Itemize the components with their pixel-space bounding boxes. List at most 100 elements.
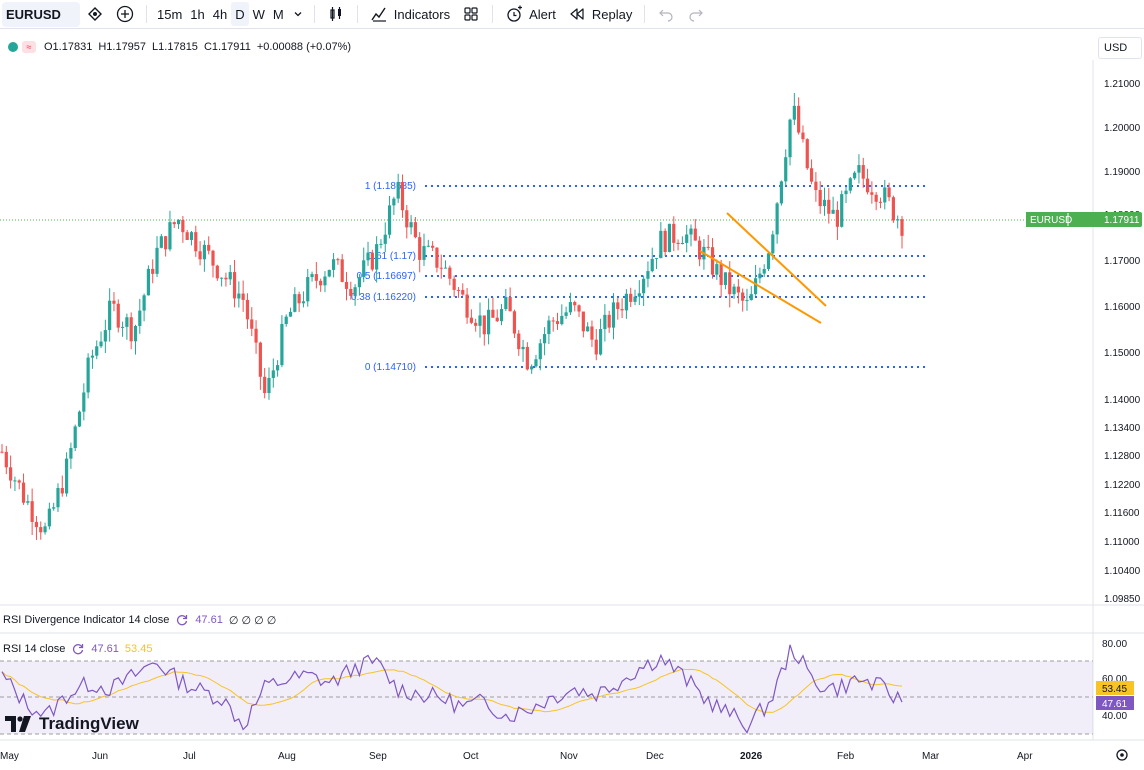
price-tick: 1.15000 [1104, 348, 1141, 359]
candle-body [620, 309, 624, 311]
time-axis[interactable]: May Jun Jul Aug Sep Oct Nov Dec 2026 Feb… [0, 751, 1033, 762]
candle-body [672, 223, 676, 243]
redo-button[interactable] [681, 0, 711, 28]
layouts-button[interactable] [456, 0, 486, 28]
undo-button[interactable] [651, 0, 681, 28]
symbol-search[interactable]: EURUSD [2, 1, 80, 27]
fib-label-0: 0 (1.14710) [365, 362, 416, 373]
refresh-icon[interactable] [175, 613, 189, 627]
candle-body [250, 319, 254, 329]
candle-body [840, 194, 844, 227]
candle-body [504, 296, 508, 310]
candle-body [185, 232, 189, 240]
timeframe-15m[interactable]: 15m [157, 6, 183, 22]
candle-body [129, 317, 133, 342]
candle-body [784, 157, 788, 182]
candle-body [254, 328, 258, 343]
alert-button[interactable]: Alert [499, 0, 562, 28]
time-label-oct: Oct [463, 751, 479, 762]
indicators-label: Indicators [393, 6, 451, 22]
refresh-icon[interactable] [71, 642, 85, 656]
candle-body [237, 293, 241, 299]
data-delay-icon[interactable]: ≈ [22, 41, 36, 53]
time-label-apr: Apr [1017, 751, 1033, 762]
candle-body [676, 242, 680, 244]
time-label-dec: Dec [646, 751, 664, 762]
candle-body [155, 247, 159, 274]
candle-body [181, 219, 185, 233]
candle-body [164, 236, 168, 250]
candle-body [47, 508, 51, 527]
compare-symbol-button[interactable] [80, 0, 110, 28]
price-tick: 1.19000 [1104, 167, 1141, 178]
chart-type-button[interactable] [321, 0, 351, 28]
candle-body [176, 219, 181, 225]
candle-body [26, 501, 30, 503]
price-tick: 1.14000 [1104, 395, 1141, 406]
candle-body [336, 259, 340, 261]
price-axis[interactable]: 1.210001.200001.190001.180001.170001.160… [1104, 79, 1141, 605]
candle-body [146, 268, 151, 296]
candle-body [857, 165, 861, 173]
candle-body [616, 302, 620, 310]
replay-label: Replay [591, 6, 633, 22]
price-tick: 1.13400 [1104, 423, 1141, 434]
candle-body [198, 251, 202, 260]
rsi-ma-value: 53.45 [124, 643, 153, 655]
candle-body [771, 234, 775, 254]
rsi-value-badge-text: 47.61 [1102, 699, 1127, 710]
timeframe-1h[interactable]: 1h [190, 6, 205, 22]
rsi-ma-badge [1096, 681, 1134, 695]
time-label-sep: Sep [369, 751, 387, 762]
candle-body [349, 288, 353, 296]
candle-body [224, 277, 228, 280]
chevron-down-icon [294, 12, 302, 17]
candle-body [271, 370, 275, 378]
timeframe-w[interactable]: W [252, 6, 265, 22]
candle-body [611, 302, 616, 328]
indicators-button[interactable]: Indicators [364, 0, 456, 28]
price-tick: 1.12800 [1104, 451, 1141, 462]
candle-body [90, 355, 95, 358]
candle-body [801, 132, 805, 140]
candle-body [448, 267, 452, 279]
candle-body [637, 293, 641, 297]
toolbar-divider [492, 5, 494, 23]
candle-body [577, 305, 581, 312]
candle-body [267, 377, 271, 394]
candle-body [629, 293, 633, 302]
candle-body [482, 315, 486, 335]
timeframe-d[interactable]: D [231, 2, 249, 26]
candle-body [301, 301, 306, 304]
compare-icon [88, 7, 102, 21]
candle-body [685, 234, 689, 243]
timeframe-dropdown[interactable] [288, 0, 308, 28]
rsi-value: 47.61 [91, 643, 119, 655]
candle-body [844, 190, 848, 195]
wedge-lower-trendline[interactable] [699, 250, 822, 324]
candle-body [418, 237, 422, 260]
settings-button[interactable] [1116, 749, 1128, 761]
timeframe-m[interactable]: M [272, 6, 284, 22]
fib-label-05: 0.5 (1.16697) [357, 271, 417, 282]
wedge-upper-trendline[interactable] [726, 212, 827, 307]
candle-body [60, 487, 64, 494]
candle-body [95, 346, 99, 356]
candle-body [642, 278, 646, 294]
candle-body [366, 252, 370, 261]
candle-body [288, 311, 293, 317]
candle-body [736, 286, 740, 293]
candle-body [151, 268, 155, 274]
replay-button[interactable]: Replay [562, 0, 638, 28]
candle-body [172, 222, 176, 225]
candle-body [603, 314, 607, 330]
candle-body [517, 333, 521, 350]
undo-icon [659, 9, 673, 22]
candle-body [4, 451, 8, 468]
tradingview-logo[interactable]: TradingView [5, 714, 139, 734]
add-symbol-button[interactable] [110, 0, 140, 28]
timeframe-4h[interactable]: 4h [212, 6, 228, 22]
currency-selector[interactable]: USD [1098, 37, 1142, 59]
fibonacci-retracement[interactable]: 1 (1.18685) 0.61 (1.17) 0.5 (1.16697) 0.… [351, 181, 927, 373]
